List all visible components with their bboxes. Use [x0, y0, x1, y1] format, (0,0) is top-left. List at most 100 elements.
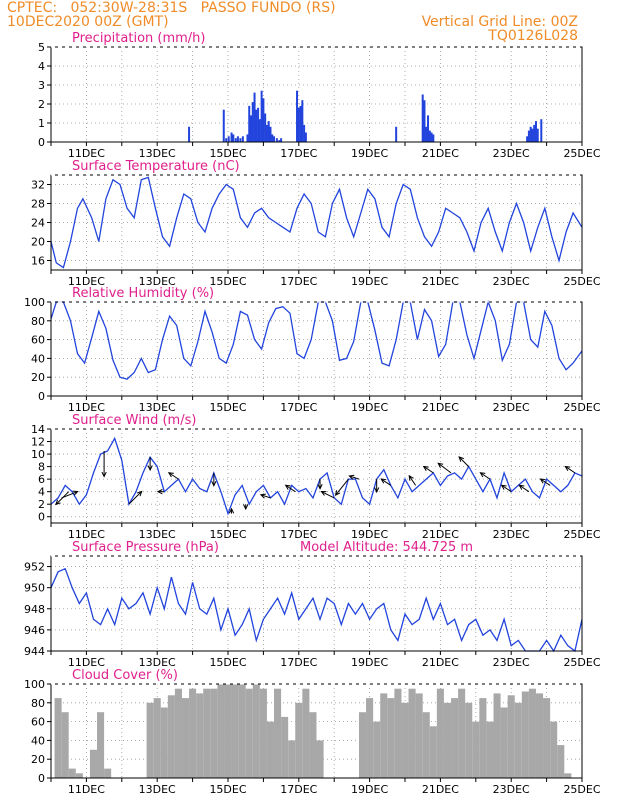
x-tick-label: 19DEC [351, 656, 388, 669]
x-tick-label: 15DEC [209, 275, 246, 288]
wind-arrow [321, 491, 335, 499]
precip-bar [188, 126, 191, 142]
precip-bar [253, 92, 256, 142]
precip-bar [257, 107, 260, 142]
cloud-bar [564, 773, 572, 778]
wind-arrow [285, 484, 296, 493]
precip-bar [395, 126, 398, 142]
cloud-bar [302, 688, 310, 778]
cloud-bar [486, 721, 494, 778]
x-tick-label: 21DEC [422, 275, 459, 288]
x-tick-label: 23DEC [493, 275, 530, 288]
wind-arrow-head [458, 456, 465, 462]
y-tick-label: 80 [31, 315, 45, 328]
precip-bar [264, 113, 267, 142]
wind-arrow-head [422, 465, 429, 472]
y-tick-label: 100 [24, 296, 45, 309]
x-tick-label: 11DEC [68, 401, 105, 414]
cloud-bar [358, 712, 367, 778]
wind-arrow-head [167, 472, 174, 478]
x-tick-label: 13DEC [139, 783, 176, 796]
cloud-bar [160, 707, 168, 778]
panel-title: Relative Humidity (%) [72, 286, 214, 301]
cloud-bar [316, 740, 324, 778]
precip-bar [236, 136, 239, 142]
cloud-bar [543, 698, 551, 778]
header-date: 10DEC2020 00Z (GMT) [7, 14, 169, 30]
x-tick-label: 25DEC [563, 401, 600, 414]
wind-arrow-head [320, 491, 327, 496]
y-tick-label: 28 [31, 198, 45, 211]
precip-bar [540, 119, 543, 142]
x-tick-label: 23DEC [493, 401, 530, 414]
cloud-bar [181, 698, 190, 778]
precip-bar [241, 136, 244, 142]
panel-humidity: 0 20 40 60 80 100 11DEC 13DEC 15DEC 17DEC 19DEC 21D… [24, 286, 601, 414]
cloud-bar [104, 768, 112, 778]
panel-annotation: Model Altitude: 544.725 m [300, 540, 473, 555]
x-tick-label: 13DEC [139, 528, 176, 541]
cloud-bar [380, 693, 388, 778]
precip-bar [269, 126, 272, 142]
x-tick-label: 23DEC [493, 783, 530, 796]
precip-bar [421, 94, 424, 142]
precip-bar [297, 107, 300, 142]
wind-arrow-head [136, 490, 143, 497]
x-tick-label: 17DEC [280, 147, 317, 160]
cloud-bar [309, 712, 317, 778]
y-tick-label: 0 [38, 390, 45, 403]
cloud-bar [472, 721, 480, 778]
wind-arrow-head [500, 484, 507, 490]
x-tick-label: 19DEC [351, 528, 388, 541]
precip-bar [273, 136, 276, 142]
wind-arrow-head [334, 490, 341, 497]
plot-frame [50, 46, 583, 143]
precip-bar [304, 132, 307, 142]
cloud-bar [231, 684, 239, 778]
wind-arrow-head [380, 478, 387, 484]
precip-bar [423, 100, 426, 142]
cloud-bar [167, 695, 175, 778]
cloud-bar [422, 712, 430, 778]
wind-arrow-head [479, 472, 486, 478]
x-tick-label: 11DEC [68, 147, 105, 160]
precip-bar [428, 130, 431, 142]
cloud-bar [500, 707, 508, 778]
x-tick-label: 17DEC [280, 783, 317, 796]
x-tick-label: 11DEC [68, 656, 105, 669]
cloud-bar [245, 688, 253, 778]
cloud-bar [387, 698, 395, 778]
y-tick-label: 944 [24, 645, 45, 658]
cloud-bar [75, 773, 83, 778]
wind-arrow-head [211, 480, 217, 487]
header-station: CPTEC: 052:30W-28:31S PASSO FUNDO (RS) [7, 0, 336, 16]
y-tick-label: 952 [24, 561, 45, 574]
wind-arrow [519, 484, 530, 493]
x-tick-label: 17DEC [280, 656, 317, 669]
precip-bar [425, 126, 428, 142]
panel-title: Precipitation (mm/h) [72, 31, 205, 46]
wind-arrow [260, 494, 271, 499]
cloud-bar [514, 702, 522, 778]
cloud-bar [550, 721, 558, 778]
precip-bar [278, 140, 281, 142]
panel-title: Surface Temperature (nC) [72, 159, 240, 174]
wind-arrow-head [564, 465, 571, 472]
precip-bar [234, 138, 237, 142]
y-tick-label: 2 [38, 498, 45, 511]
plot-frame [50, 555, 583, 652]
panel-title: Surface Pressure (hPa) [72, 540, 219, 555]
cloud-bar [68, 768, 76, 778]
cloud-bar [189, 688, 197, 778]
precip-bar [239, 138, 242, 142]
wind-arrow-head [348, 474, 355, 480]
precip-bar [527, 130, 530, 142]
x-tick-label: 15DEC [209, 528, 246, 541]
x-tick-label: 13DEC [139, 275, 176, 288]
y-tick-label: 16 [31, 255, 45, 268]
x-tick-label: 21DEC [422, 783, 459, 796]
precip-bar [267, 121, 270, 142]
panel-cloud-cover: 0 20 40 60 80 100 11DEC 13DEC 15DEC 17DEC 19DEC 21D… [24, 668, 601, 796]
plot-frame [50, 301, 583, 397]
series-line [50, 176, 583, 269]
